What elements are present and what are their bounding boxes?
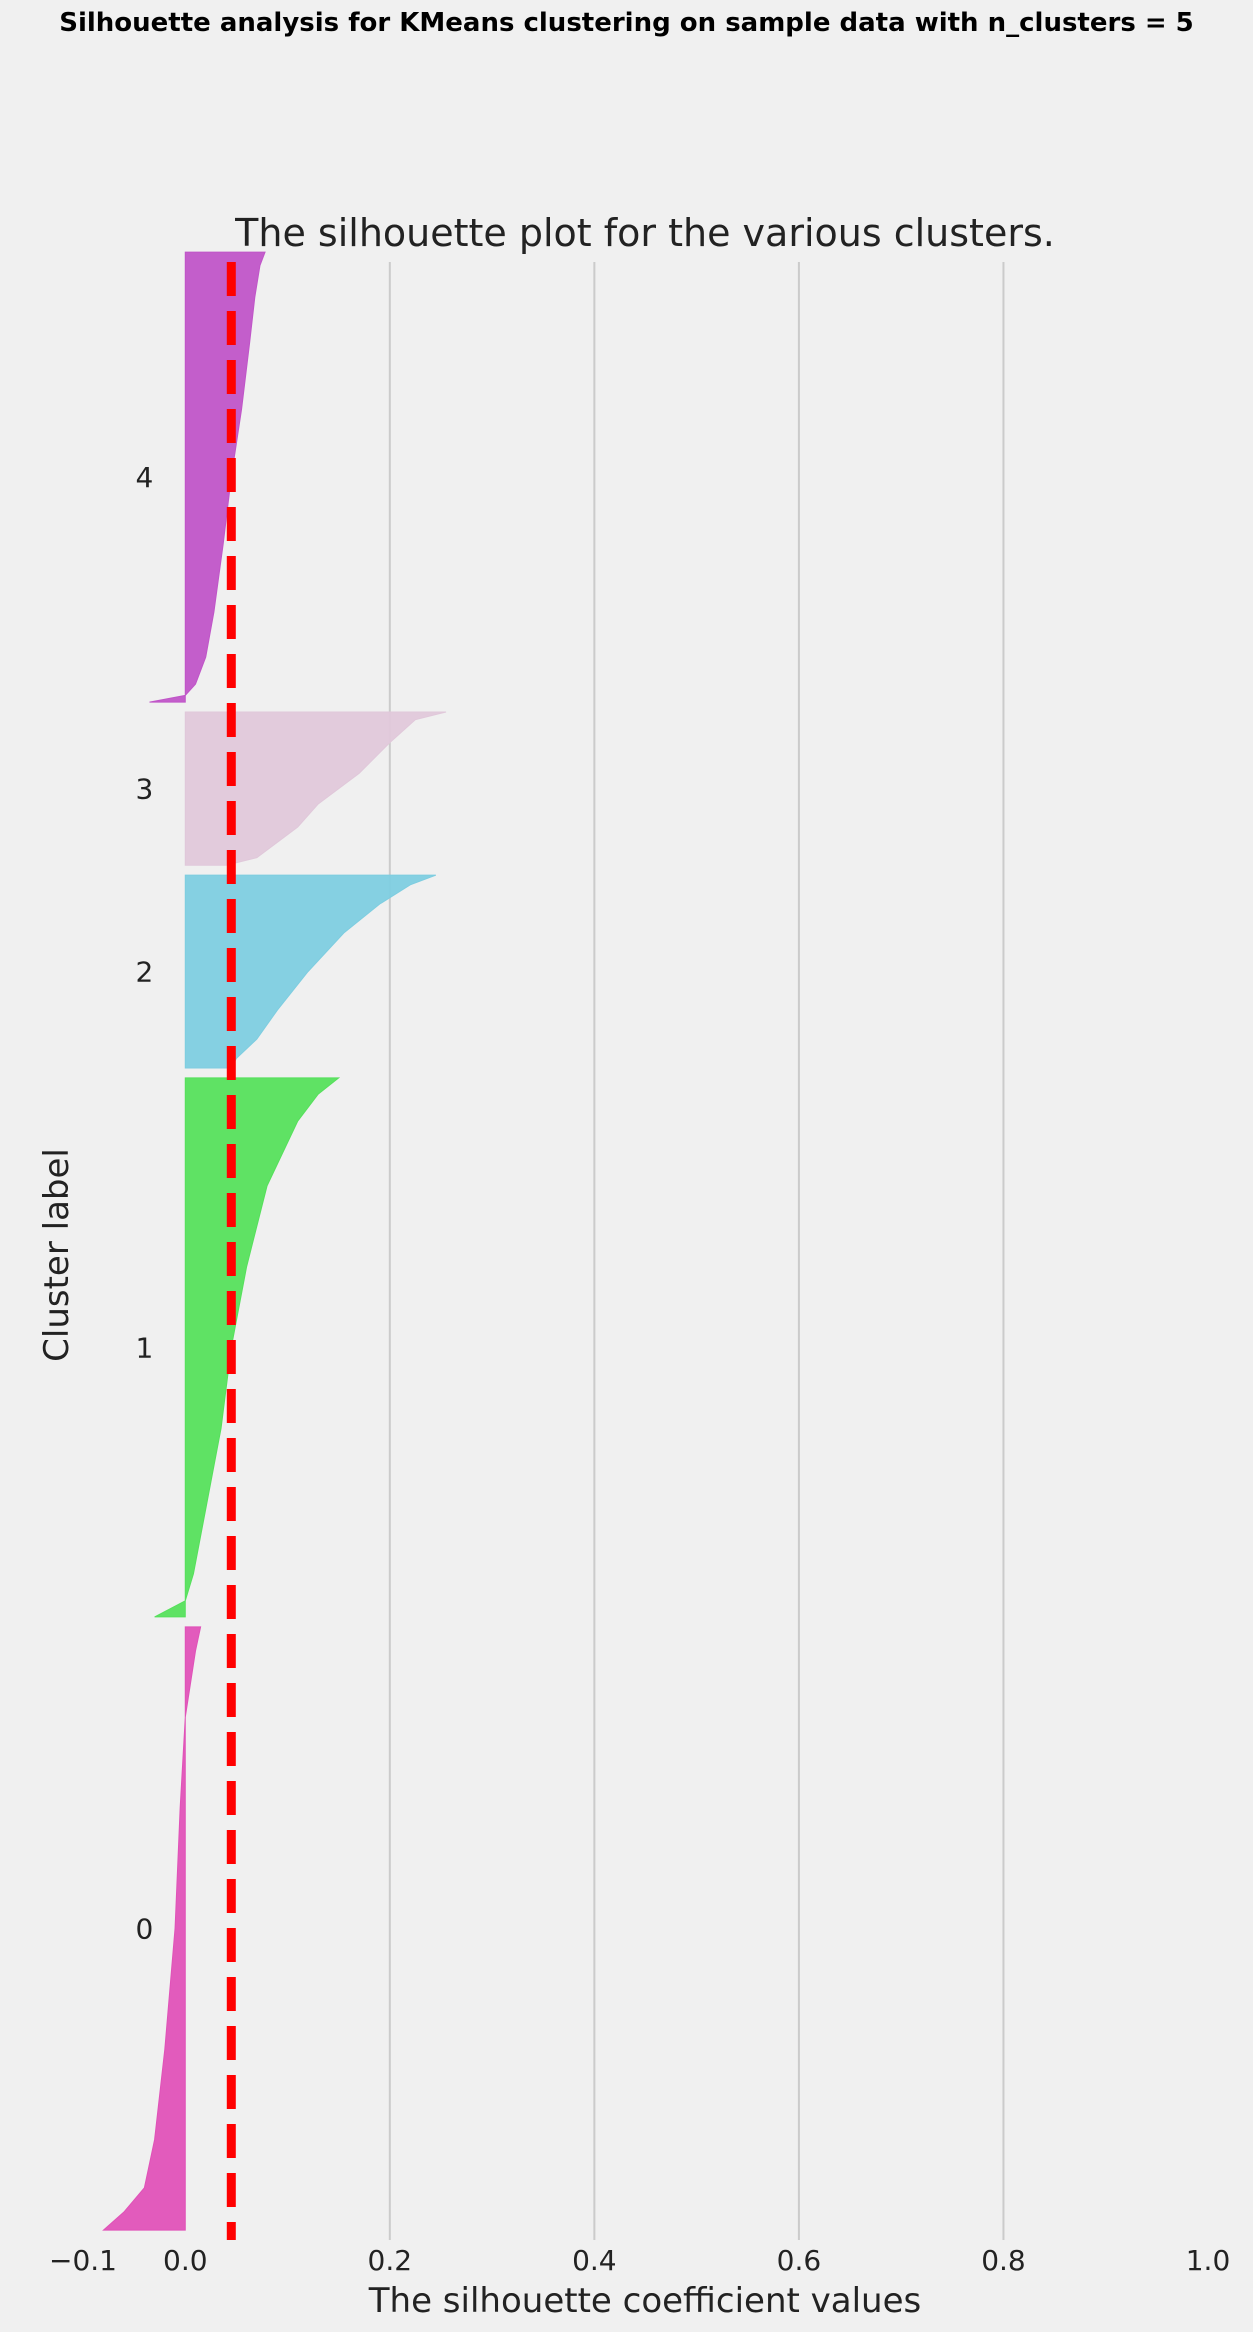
cluster-1-silhouette [154,1077,341,1618]
cluster-silhouettes [102,251,447,2231]
x-tick-label: −0.1 [49,2244,117,2277]
cluster-labels: 0 1 2 3 4 [135,461,153,1945]
figure-suptitle: Silhouette analysis for KMeans clusterin… [59,8,1194,38]
y-axis-label: Cluster label [37,1148,77,1362]
cluster-0-silhouette [102,1626,202,2231]
x-tick-label: 0.4 [572,2244,617,2277]
x-tick-label: 0.8 [981,2244,1026,2277]
cluster-2-silhouette [184,874,437,1069]
cluster-1-label: 1 [135,1331,153,1364]
x-tick-label: 0.6 [777,2244,822,2277]
x-grid [388,262,1005,2240]
cluster-2-label: 2 [135,956,153,989]
cluster-3-label: 3 [135,773,153,806]
x-tick-label: 0.2 [368,2244,413,2277]
cluster-0-label: 0 [135,1912,153,1945]
x-axis-label: The silhouette coefficient values [368,2281,921,2321]
cluster-4-silhouette [149,251,266,703]
x-tick-label: 1.0 [1186,2244,1231,2277]
chart-title: The silhouette plot for the various clus… [234,211,1055,255]
x-tick-label: 0.0 [163,2244,208,2277]
cluster-4-label: 4 [135,461,153,494]
x-tick-labels: −0.1 0.0 0.2 0.4 0.6 0.8 1.0 [49,2244,1230,2277]
cluster-3-silhouette [184,711,447,866]
